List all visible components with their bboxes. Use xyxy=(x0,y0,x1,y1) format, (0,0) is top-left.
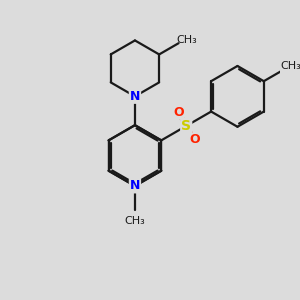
Text: CH₃: CH₃ xyxy=(280,61,300,70)
Text: CH₃: CH₃ xyxy=(124,216,145,226)
Text: N: N xyxy=(130,179,140,193)
Text: O: O xyxy=(173,106,184,118)
Text: N: N xyxy=(130,90,140,103)
Text: O: O xyxy=(189,133,200,146)
Text: S: S xyxy=(181,119,191,133)
Text: CH₃: CH₃ xyxy=(177,35,197,45)
